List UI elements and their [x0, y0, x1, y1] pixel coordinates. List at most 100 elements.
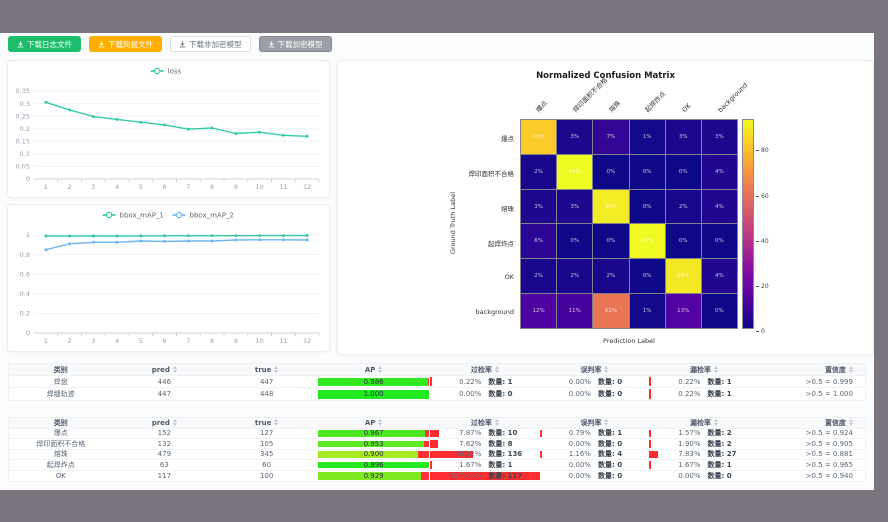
download-icon [98, 40, 105, 47]
svg-text:0.2: 0.2 [20, 310, 30, 318]
button-label: 下载非加密模型 [189, 39, 242, 49]
sort-caret-icon[interactable] [848, 419, 853, 427]
rate-bar [649, 461, 652, 469]
col-header-miss[interactable]: 漏检率 [649, 364, 759, 375]
sort-caret-icon[interactable] [494, 419, 499, 427]
cm-cell-1-1: 93% [557, 154, 593, 189]
rate-percent: 1.67% [678, 460, 701, 469]
sort-caret-icon[interactable] [172, 366, 177, 373]
svg-text:2: 2 [68, 183, 72, 191]
rate-count: 数量: 1 [707, 460, 732, 469]
ap-bar [318, 461, 429, 468]
download-encrypted-model-button[interactable]: 下载加密模型 [258, 36, 332, 52]
rate-percent: 39.42% [454, 450, 482, 459]
col-header-class: 类别 [53, 418, 68, 427]
ap-cell: 0.996 [317, 460, 430, 470]
rate-count: 数量: 1 [597, 429, 623, 438]
col-header-miss[interactable]: 漏检率 [649, 418, 759, 428]
ap-bar [318, 451, 418, 458]
rate-count: 数量: 117 [488, 471, 523, 480]
ap-cell: 0.986 [317, 376, 430, 387]
cm-cell-2-3: 0% [629, 189, 665, 224]
cm-cell-0-1: 3% [557, 120, 593, 154]
mis-rate-cell: 0.00% 数量: 0 [540, 388, 650, 400]
col-header-over[interactable]: 过检率 [430, 418, 540, 428]
legend-item[interactable]: bbox_mAP_1 [102, 212, 164, 220]
cm-xtick-label: 爆点 [534, 99, 550, 114]
table-row: 爆点 152 127 0.967 7.87% 数量: 10 0.79% 数量: 1 1.57% 数… [9, 429, 865, 439]
prediction-axis-label: Prediction Label [603, 337, 655, 345]
legend-item[interactable]: loss [150, 68, 182, 76]
col-header-true[interactable]: true [216, 418, 317, 428]
over-rate-cell: 7.87% 数量: 10 [430, 429, 540, 439]
sort-caret-icon[interactable] [848, 366, 853, 373]
confusion-matrix-grid: 83% 3% 7% 1% 3% 3% 2% 93% 0% 0% 0% 4% 3% 3% 90% 0% 2% 4% 6… [520, 119, 738, 329]
cm-cell-0-3: 1% [629, 120, 665, 154]
cm-xtick-label: OK [679, 101, 693, 114]
mis-rate-cell: 1.16% 数量: 4 [539, 450, 650, 460]
col-header-true[interactable]: true [216, 364, 317, 375]
rate-bar [430, 450, 474, 458]
rate-count: 数量: 27 [707, 450, 737, 459]
cm-xtick-label: background [716, 81, 750, 114]
col-header-pred[interactable]: pred [113, 418, 217, 428]
confusion-matrix-title: Normalized Confusion Matrix [536, 71, 675, 81]
col-header-pred[interactable]: pred [113, 364, 217, 375]
pred-cell: 479 [157, 450, 172, 459]
sort-caret-icon[interactable] [714, 419, 719, 427]
rate-bar [430, 377, 433, 386]
svg-text:2: 2 [68, 337, 72, 345]
rate-percent: 0.22% [459, 377, 482, 386]
download-plain-model-button[interactable]: 下载非加密模型 [170, 36, 251, 52]
legend-item[interactable]: bbox_mAP_2 [172, 212, 234, 220]
sort-caret-icon[interactable] [172, 419, 177, 427]
confidence-cell: >0.5 = 0.881 [805, 450, 853, 459]
col-header-ap[interactable]: AP [317, 418, 430, 428]
over-rate-cell: 39.42% 数量: 136 [430, 450, 540, 460]
download-report-button[interactable]: 下载简报文件 [89, 36, 162, 52]
rate-count: 数量: 1 [707, 377, 732, 386]
svg-text:11: 11 [279, 183, 287, 191]
col-header-mis[interactable]: 误判率 [540, 418, 650, 428]
col-header-over[interactable]: 过检率 [430, 364, 540, 375]
table-header-row: 类别 pred true AP 过检率 误判率 漏检率 置信度 [9, 364, 865, 376]
rate-count: 数量: 0 [597, 390, 623, 398]
sort-caret-icon[interactable] [714, 366, 719, 373]
ap-value: 0.996 [363, 461, 384, 469]
sort-caret-icon[interactable] [274, 419, 279, 427]
mis-rate-cell: 0.00% 数量: 0 [540, 460, 650, 470]
svg-text:7: 7 [186, 337, 190, 345]
sort-caret-icon[interactable] [604, 419, 609, 427]
rate-count: 数量: 136 [488, 450, 523, 459]
rate-percent: 0.00% [678, 471, 701, 480]
rate-bar [430, 461, 433, 469]
svg-text:6: 6 [163, 337, 167, 345]
download-log-button[interactable]: 下载日志文件 [8, 36, 81, 52]
cm-cell-0-4: 3% [665, 120, 701, 154]
rate-count: 数量: 4 [597, 450, 623, 459]
sort-caret-icon[interactable] [378, 366, 383, 373]
mis-rate-cell: 0.00% 数量: 0 [540, 439, 650, 449]
svg-text:0: 0 [26, 175, 30, 183]
cm-cell-1-0: 2% [521, 154, 557, 189]
svg-text:5: 5 [139, 337, 143, 345]
table-row: 焊缝轨迹 447 448 1.000 0.00% 数量: 0 0.00% 数量: 0 0.22%… [9, 388, 865, 400]
miss-rate-cell: 0.22% 数量: 1 [649, 388, 759, 400]
col-header-mis[interactable]: 误判率 [540, 364, 650, 375]
rate-bar [430, 429, 439, 437]
cm-cell-3-0: 6% [521, 224, 557, 259]
cm-cell-5-4: 13% [665, 294, 701, 328]
col-header-conf[interactable]: 置信度 [759, 364, 865, 375]
rate-count: 数量: 0 [597, 439, 623, 448]
col-header-ap[interactable]: AP [317, 364, 430, 375]
rate-bar [430, 471, 540, 480]
confidence-cell: >0.5 = 0.905 [805, 439, 853, 448]
sort-caret-icon[interactable] [274, 366, 279, 373]
sort-caret-icon[interactable] [378, 419, 383, 427]
ap-bar [318, 430, 426, 437]
col-header-conf[interactable]: 置信度 [759, 418, 865, 428]
sort-caret-icon[interactable] [604, 366, 609, 373]
rate-percent: 0.22% [678, 390, 701, 398]
over-rate-cell: 0.00% 数量: 0 [430, 388, 540, 400]
sort-caret-icon[interactable] [494, 366, 499, 373]
